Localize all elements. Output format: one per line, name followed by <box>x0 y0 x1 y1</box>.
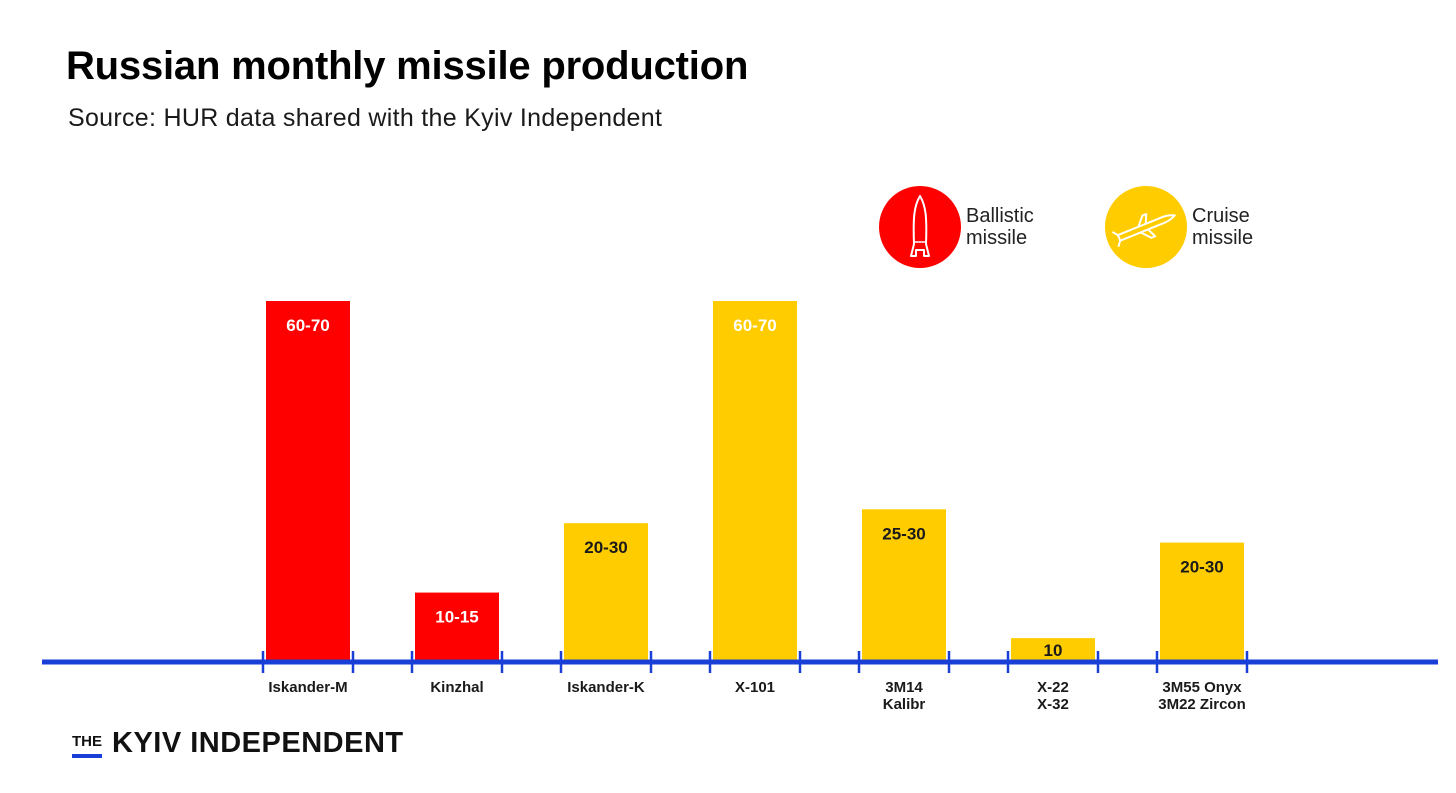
brand-the: THE <box>72 734 102 758</box>
bar-x-22-x-32 <box>1011 638 1095 662</box>
legend-cruise: Cruise missile <box>1105 186 1253 268</box>
category-label: 3M22 Zircon <box>1158 696 1246 713</box>
legend-cruise-label: Cruise missile <box>1192 205 1253 249</box>
category-label: X-101 <box>735 679 775 696</box>
bar-value-label: 10-15 <box>435 608 478 627</box>
ballistic-missile-icon <box>879 186 961 268</box>
bar-value-label: 20-30 <box>1180 558 1223 577</box>
category-label: Iskander-M <box>268 679 347 696</box>
legend-cruise-line-1: Cruise <box>1192 205 1250 227</box>
legend-ballistic: Ballistic missile <box>879 186 1034 268</box>
category-label: 3M14 <box>885 679 923 696</box>
legend-ballistic-label: Ballistic missile <box>966 205 1034 249</box>
cruise-missile-glyph <box>1111 213 1176 247</box>
legend-ballistic-line-1: Ballistic <box>966 205 1034 227</box>
category-label: Iskander-K <box>567 679 645 696</box>
bar-3m14-kalibr <box>862 509 946 662</box>
category-label: Kalibr <box>883 696 926 713</box>
bar-kinzhal <box>415 592 499 662</box>
category-label: 3M55 Onyx <box>1162 679 1242 696</box>
bar-value-label: 20-30 <box>584 538 627 557</box>
bar-value-label: 10 <box>1044 641 1063 660</box>
bar-3m55-onyx-3m22-zircon <box>1160 542 1244 662</box>
bar-value-label: 60-70 <box>733 316 776 335</box>
chart-subtitle: Source: HUR data shared with the Kyiv In… <box>68 104 663 132</box>
cruise-missile-icon <box>1105 186 1187 268</box>
bar-value-label: 25-30 <box>882 524 925 543</box>
bar-iskander-m <box>266 301 350 662</box>
bar-iskander-k <box>564 523 648 662</box>
bar-value-label: 60-70 <box>286 316 329 335</box>
x-axis-line <box>42 659 1438 665</box>
legend-cruise-line-2: missile <box>1192 227 1254 249</box>
brand-logo: THE KYIV INDEPENDENT <box>72 728 404 758</box>
bar-x-101 <box>713 301 797 662</box>
brand-name: KYIV INDEPENDENT <box>112 727 404 759</box>
chart-title: Russian monthly missile production <box>66 44 749 88</box>
category-label: X-22 <box>1037 679 1069 696</box>
category-label: X-32 <box>1037 696 1069 713</box>
legend-ballistic-line-2: missile <box>966 227 1028 249</box>
ballistic-missile-glyph <box>910 195 930 257</box>
category-label: Kinzhal <box>430 679 483 696</box>
